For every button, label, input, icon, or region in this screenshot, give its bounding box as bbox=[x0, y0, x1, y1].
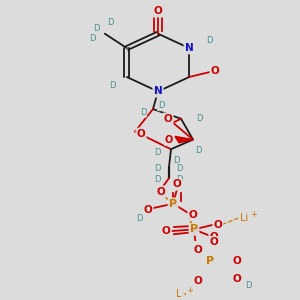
Text: ·: · bbox=[183, 288, 187, 300]
Text: O: O bbox=[164, 114, 172, 124]
Text: O: O bbox=[165, 135, 173, 145]
Text: O: O bbox=[232, 256, 242, 266]
Text: O: O bbox=[210, 232, 218, 242]
Text: +: + bbox=[250, 211, 257, 220]
Text: O: O bbox=[144, 205, 152, 215]
Text: D: D bbox=[206, 36, 212, 45]
Text: D: D bbox=[154, 164, 160, 173]
Text: O: O bbox=[154, 6, 162, 16]
Text: D: D bbox=[154, 148, 160, 157]
Text: O: O bbox=[189, 210, 197, 220]
Text: D: D bbox=[108, 18, 114, 27]
Text: O: O bbox=[211, 66, 220, 76]
Text: O: O bbox=[194, 245, 202, 255]
Text: O: O bbox=[194, 276, 202, 286]
Text: O: O bbox=[157, 187, 165, 197]
Text: +: + bbox=[187, 286, 194, 295]
Text: O: O bbox=[136, 129, 146, 139]
Text: O: O bbox=[210, 237, 218, 247]
Text: D: D bbox=[94, 24, 100, 33]
Text: D: D bbox=[140, 108, 146, 117]
Text: N: N bbox=[154, 86, 162, 96]
Polygon shape bbox=[175, 136, 193, 143]
Text: D: D bbox=[154, 175, 160, 184]
Text: P: P bbox=[169, 199, 177, 209]
Text: D: D bbox=[136, 214, 142, 223]
Text: P: P bbox=[206, 256, 214, 266]
Text: O: O bbox=[172, 179, 182, 190]
Text: O: O bbox=[214, 220, 222, 230]
Text: D: D bbox=[245, 281, 251, 290]
Text: D: D bbox=[176, 175, 182, 184]
Text: D: D bbox=[196, 114, 202, 123]
Text: D: D bbox=[110, 80, 116, 89]
Text: D: D bbox=[195, 146, 201, 155]
Text: D: D bbox=[173, 156, 179, 165]
Text: D: D bbox=[90, 34, 96, 43]
Text: N: N bbox=[185, 43, 194, 53]
Text: Li: Li bbox=[176, 289, 184, 298]
Text: Li: Li bbox=[240, 213, 248, 223]
Text: P: P bbox=[190, 224, 198, 234]
Text: -: - bbox=[212, 241, 216, 250]
Text: O: O bbox=[162, 226, 170, 236]
Text: D: D bbox=[176, 164, 182, 173]
Text: O: O bbox=[232, 274, 242, 284]
Text: D: D bbox=[158, 101, 164, 110]
